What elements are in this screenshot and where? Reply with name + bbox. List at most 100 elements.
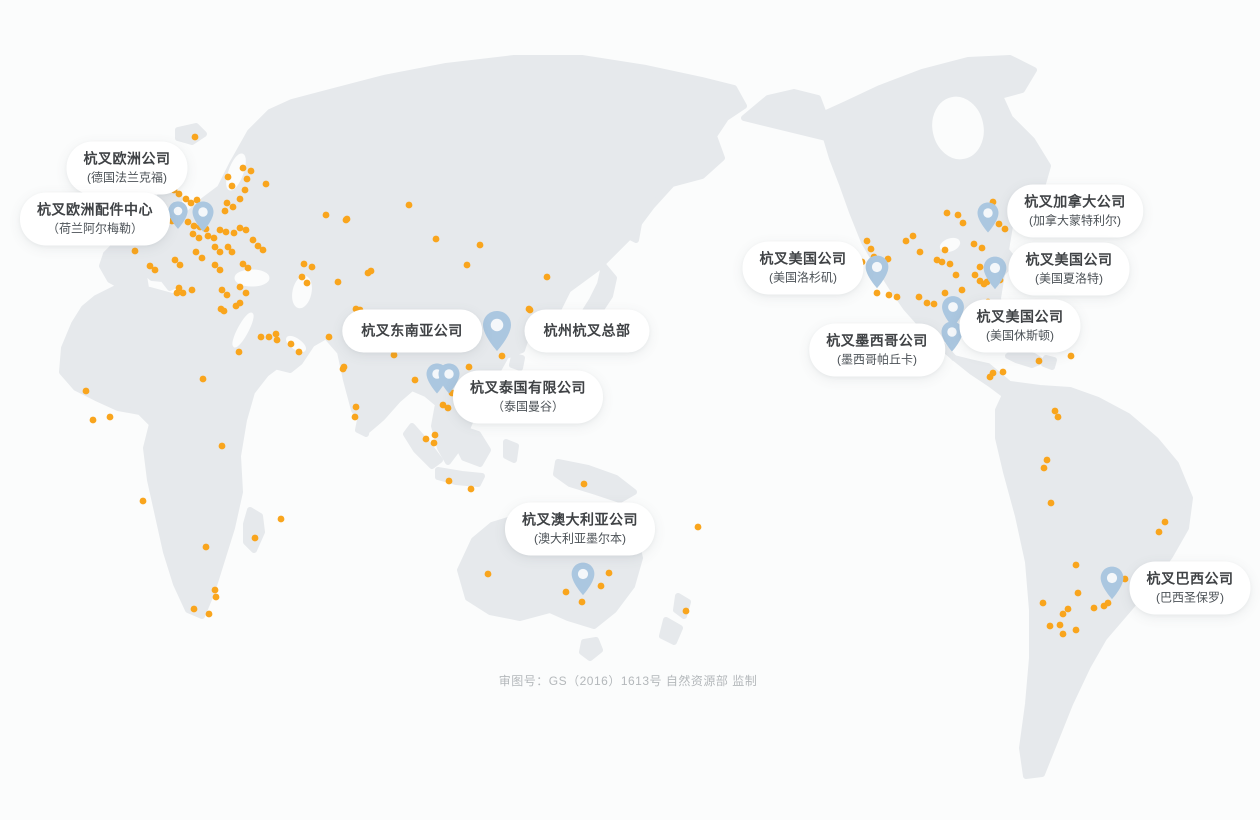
dealer-dot [190,605,198,613]
dealer-dot [597,582,605,590]
dealer-dot [867,245,875,253]
dealer-dot [958,286,966,294]
dealer-dot [176,261,184,269]
dealer-dot [220,307,228,315]
dealer-dot [199,375,207,383]
location-label-usa-company-la[interactable]: 杭叉美国公司 (美国洛杉矶) [742,241,864,295]
dealer-dot [1040,464,1048,472]
dealer-dot [242,289,250,297]
dealer-dot [247,167,255,175]
mexico-pin-marker-icon[interactable] [941,321,963,352]
dealer-dot [873,289,881,297]
continents [59,55,1193,779]
dealer-dot [212,593,220,601]
australia-pin-marker-icon[interactable] [571,562,595,596]
dealer-dot [228,182,236,190]
hq-pin-marker-icon[interactable] [483,311,511,351]
location-label-brazil-company[interactable]: 杭叉巴西公司 (巴西圣保罗) [1129,561,1251,615]
map-pin-hole [444,369,454,379]
dealer-dot [251,534,259,542]
canada-pin-marker-icon[interactable] [977,202,999,233]
location-label-europe-parts-center[interactable]: 杭叉欧洲配件中心 （荷兰阿尔梅勒） [20,192,170,246]
brazil-pin-marker-icon[interactable] [1100,566,1124,600]
dealer-dot [1104,599,1112,607]
dealer-dot [976,263,984,271]
dealer-dot [694,523,702,531]
dealer-dot [259,246,267,254]
location-title: 杭州杭叉总部 [543,322,631,339]
europe-pin-1-marker-icon[interactable] [168,201,188,229]
dealer-dot [202,543,210,551]
dealer-dot [173,289,181,297]
dealer-dot [228,248,236,256]
location-label-usa-company-charlotte[interactable]: 杭叉美国公司 (美国夏洛特) [1008,242,1130,296]
location-title: 杭叉加拿大公司 [1024,193,1126,210]
dealer-dot [923,299,931,307]
dealer-dot [342,216,350,224]
location-label-usa-company-houston[interactable]: 杭叉美国公司 (美国休斯顿) [959,299,1081,353]
office-pins-layer [168,201,1124,600]
usa-houston-pin-marker-icon[interactable] [942,296,964,328]
dealer-dot [352,403,360,411]
location-label-thailand-company[interactable]: 杭叉泰国有限公司 （泰国曼谷） [453,370,603,424]
dealer-dot [1035,357,1043,365]
dealer-dot [340,363,348,371]
dealer-dot [303,279,311,287]
dealer-dot [272,330,280,338]
dealer-dot [941,246,949,254]
usa-charlotte-pin-marker-icon[interactable] [983,256,1007,290]
dealer-dot [210,234,218,242]
dealer-dot [211,243,219,251]
location-title: 杭叉巴西公司 [1146,570,1234,587]
dealer-dot [146,262,154,270]
landmass-cuba [1005,349,1045,368]
dealer-dot [986,373,994,381]
dealer-dot [902,237,910,245]
map-pin-hole [989,262,1001,274]
dealer-dot [244,264,252,272]
dealer-dot [1155,528,1163,536]
dealer-dot [216,266,224,274]
usa-la-pin-marker-icon[interactable] [865,255,889,289]
map-pin-hole [490,318,504,332]
landmass-nz-south [659,617,683,645]
dealer-dot [580,480,588,488]
location-title: 杭叉欧洲配件中心 [37,201,153,218]
dealer-dot [190,222,198,230]
dealer-dot [1059,630,1067,638]
dealer-dot [198,254,206,262]
location-label-canada-company[interactable]: 杭叉加拿大公司 (加拿大蒙特利尔) [1007,184,1143,238]
landmass-sri-lanka [355,417,371,437]
location-title: 杭叉欧洲公司 [83,150,171,167]
dealer-dot [239,260,247,268]
dealer-dot [300,260,308,268]
dealer-dot [431,431,439,439]
location-city: (美国夏洛特) [1035,271,1103,286]
dealer-dot [236,195,244,203]
dealer-dot [223,199,231,207]
europe-pin-2-marker-icon[interactable] [192,201,214,232]
location-label-europe-company[interactable]: 杭叉欧洲公司 (德国法兰克福) [66,141,188,195]
dealer-dot [1161,518,1169,526]
map-pin-hole [1106,572,1118,584]
dealer-dot [411,376,419,384]
location-label-mexico-company[interactable]: 杭叉墨西哥公司 (墨西哥帕丘卡) [809,323,945,377]
dealer-dot [184,218,192,226]
dealer-dot [195,234,203,242]
location-label-australia-company[interactable]: 杭叉澳大利亚公司 (澳大利亚墨尔本) [505,502,655,556]
dealer-dot [82,387,90,395]
dealer-dot [444,404,452,412]
landmass-taiwan [509,353,525,371]
dealer-dot [943,209,951,217]
dealer-dot [254,242,262,250]
landmass-java [435,467,485,487]
dealer-dot [1090,604,1098,612]
dealer-dot [915,293,923,301]
dealer-dot [863,237,871,245]
dealer-dot [236,299,244,307]
location-label-hangzhou-hq[interactable]: 杭州杭叉总部 [524,309,650,353]
location-label-southeast-asia-company[interactable]: 杭叉东南亚公司 [342,309,482,353]
dealer-dot [179,289,187,297]
dealer-dot [188,286,196,294]
